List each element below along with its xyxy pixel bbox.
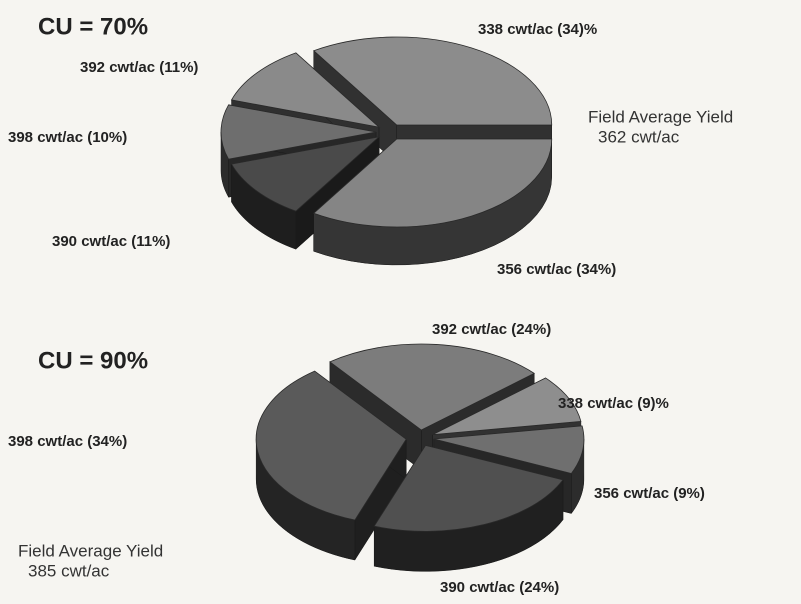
slice <box>312 138 553 266</box>
slice-top <box>329 343 536 431</box>
slice-top <box>230 136 381 212</box>
slice-label: 390 cwt/ac (11%) <box>52 233 170 250</box>
slice-top <box>230 52 381 128</box>
annotation: Field Average Yield <box>18 541 163 560</box>
slice-label: 356 cwt/ac (34%) <box>497 261 616 278</box>
annotation: 362 cwt/ac <box>598 127 680 146</box>
slice-top <box>255 370 407 521</box>
slice-label: 338 cwt/ac (9)% <box>558 395 669 412</box>
slice <box>255 370 407 561</box>
slice-label: 338 cwt/ac (34)% <box>478 21 597 38</box>
annotation: Field Average Yield <box>588 107 733 126</box>
slice-label: 356 cwt/ac (9%) <box>594 485 705 502</box>
slice-top <box>432 377 582 436</box>
slice-label: 392 cwt/ac (11%) <box>80 59 198 76</box>
slice <box>373 444 564 572</box>
slice-label: 398 cwt/ac (34%) <box>8 433 127 450</box>
annotation: 385 cwt/ac <box>28 561 110 580</box>
chart-title: CU = 70% <box>38 13 148 40</box>
slice-top <box>373 444 564 532</box>
chart-title: CU = 90% <box>38 347 148 374</box>
slice-top <box>312 138 553 228</box>
slice-label: 392 cwt/ac (24%) <box>432 321 551 338</box>
slice-top <box>312 36 553 126</box>
slice-top <box>433 425 585 474</box>
slice-label: 398 cwt/ac (10%) <box>8 129 127 146</box>
slice-top <box>220 104 377 160</box>
slice-label: 390 cwt/ac (24%) <box>440 579 559 596</box>
